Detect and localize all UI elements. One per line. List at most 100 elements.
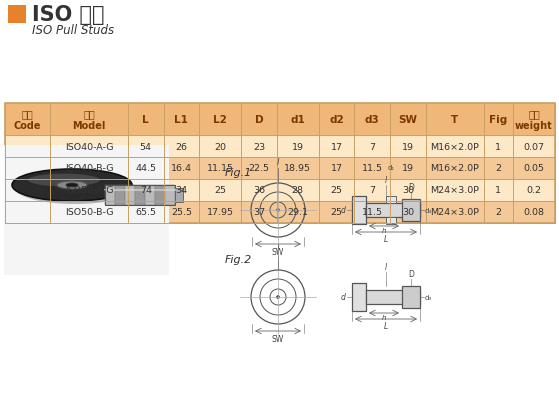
Text: 54: 54 — [140, 142, 151, 151]
Text: D: D — [408, 269, 414, 278]
Bar — [4, 146, 169, 275]
Text: ISO40-B-G: ISO40-B-G — [65, 164, 113, 173]
Text: l: l — [277, 158, 279, 166]
Bar — [352, 196, 366, 224]
Text: d: d — [341, 293, 346, 302]
Bar — [402, 286, 420, 308]
Text: 74: 74 — [140, 186, 151, 195]
Bar — [8, 6, 26, 24]
Text: 34: 34 — [176, 186, 187, 195]
Text: l: l — [385, 262, 387, 271]
Text: 17: 17 — [330, 142, 343, 151]
Text: d₃: d₃ — [425, 207, 432, 213]
Text: L: L — [143, 115, 149, 125]
Text: ISO40-A-G: ISO40-A-G — [65, 142, 113, 151]
Text: 30: 30 — [402, 186, 414, 195]
Bar — [135, 185, 145, 205]
Text: d₁: d₁ — [387, 164, 395, 171]
Bar — [5, 136, 555, 158]
Text: 1: 1 — [495, 186, 501, 195]
Text: 16.4: 16.4 — [171, 164, 192, 173]
Text: 型号: 型号 — [83, 109, 95, 119]
Bar — [366, 203, 420, 217]
Text: 0.05: 0.05 — [523, 164, 544, 173]
Text: 29.1: 29.1 — [287, 208, 309, 217]
Bar — [5, 158, 555, 179]
Bar — [175, 189, 183, 202]
Text: M24×3.0P: M24×3.0P — [430, 208, 479, 217]
Ellipse shape — [277, 209, 280, 212]
Text: SW: SW — [399, 115, 418, 125]
Bar — [115, 185, 125, 205]
Bar — [105, 185, 175, 205]
Text: ISO 拉钉: ISO 拉钉 — [32, 5, 105, 25]
Ellipse shape — [277, 296, 280, 299]
Text: ISO50-B-G: ISO50-B-G — [65, 208, 113, 217]
Bar — [386, 217, 396, 224]
Text: 重量: 重量 — [528, 109, 540, 119]
Text: 17.95: 17.95 — [207, 208, 234, 217]
Text: M24×3.0P: M24×3.0P — [430, 186, 479, 195]
Bar — [5, 104, 555, 224]
Text: 1: 1 — [495, 142, 501, 151]
Text: 23: 23 — [253, 142, 265, 151]
Text: 20: 20 — [214, 142, 226, 151]
Bar — [155, 185, 165, 205]
Text: D: D — [255, 115, 263, 125]
Ellipse shape — [28, 174, 100, 187]
Text: 19: 19 — [402, 164, 414, 173]
Text: d: d — [341, 206, 346, 215]
Text: 11.15: 11.15 — [207, 164, 234, 173]
Text: h: h — [382, 228, 386, 234]
Text: 44.5: 44.5 — [135, 164, 156, 173]
Text: 0.07: 0.07 — [523, 142, 544, 151]
Bar — [105, 185, 115, 205]
Bar — [165, 185, 175, 205]
Text: 30: 30 — [402, 208, 414, 217]
Text: 25: 25 — [214, 186, 226, 195]
Bar — [145, 185, 155, 205]
Text: 7: 7 — [369, 186, 375, 195]
Text: 25: 25 — [330, 186, 343, 195]
Text: h: h — [382, 315, 386, 321]
Text: l: l — [277, 244, 279, 254]
Bar — [5, 202, 555, 224]
Text: 编号: 编号 — [22, 109, 34, 119]
Bar — [352, 284, 366, 311]
Text: ISO Pull Studs: ISO Pull Studs — [32, 24, 114, 37]
Text: 65.5: 65.5 — [135, 208, 156, 217]
Text: T: T — [451, 115, 458, 125]
Text: 36: 36 — [253, 186, 265, 195]
Text: 7: 7 — [369, 142, 375, 151]
Ellipse shape — [57, 181, 87, 190]
Text: 0.08: 0.08 — [523, 208, 544, 217]
Text: L2: L2 — [213, 115, 227, 125]
Text: 28: 28 — [292, 186, 304, 195]
Text: 25.5: 25.5 — [171, 208, 192, 217]
Text: 37: 37 — [253, 208, 265, 217]
Text: Model: Model — [73, 121, 106, 131]
Text: L: L — [384, 234, 388, 243]
Bar — [402, 200, 420, 222]
Text: d₃: d₃ — [425, 294, 432, 300]
Text: M16×2.0P: M16×2.0P — [430, 142, 479, 151]
Text: l: l — [385, 175, 387, 185]
Text: 18.95: 18.95 — [285, 164, 311, 173]
Bar — [5, 179, 555, 202]
Text: SW: SW — [272, 334, 284, 343]
Bar — [125, 185, 135, 205]
Bar — [5, 104, 555, 136]
Text: 11.5: 11.5 — [362, 164, 383, 173]
Text: 17: 17 — [330, 164, 343, 173]
Bar — [366, 290, 420, 304]
Text: 22.5: 22.5 — [248, 164, 269, 173]
Text: 2: 2 — [495, 164, 501, 173]
Text: 26: 26 — [176, 142, 187, 151]
Text: 2: 2 — [495, 208, 501, 217]
Bar — [386, 196, 396, 203]
Text: L1: L1 — [174, 115, 188, 125]
Text: Fig.2: Fig.2 — [225, 254, 252, 264]
Text: 11.5: 11.5 — [362, 208, 383, 217]
Ellipse shape — [15, 173, 135, 205]
Text: ISO50-A-G: ISO50-A-G — [65, 186, 113, 195]
